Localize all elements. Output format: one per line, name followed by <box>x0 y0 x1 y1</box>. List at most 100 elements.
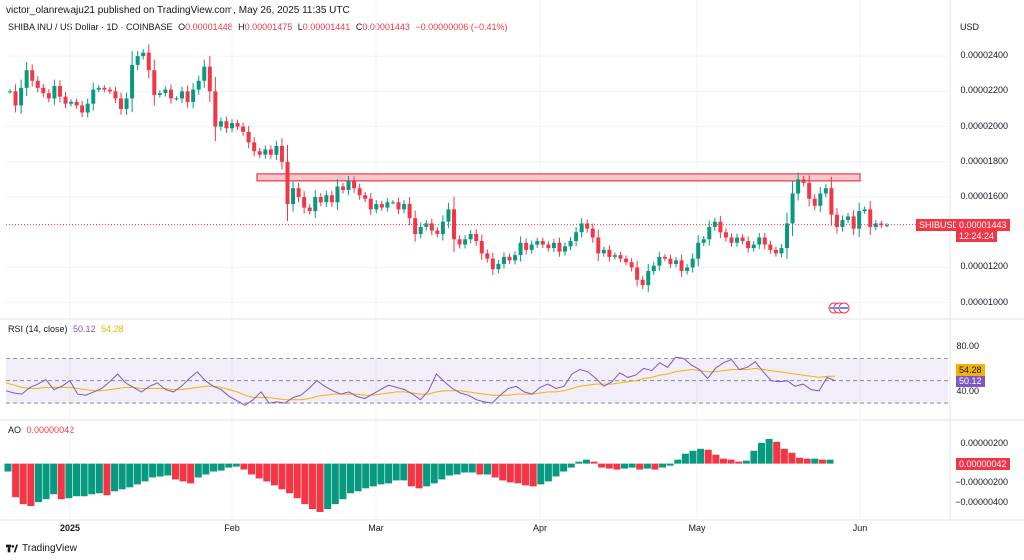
ao-bar <box>270 463 278 486</box>
ao-bar <box>697 448 705 464</box>
ao-bar <box>88 463 96 495</box>
candle-body <box>279 145 284 162</box>
candle-body <box>96 87 101 90</box>
ao-bar <box>339 463 347 500</box>
ao-bar <box>461 463 469 473</box>
ao-bar <box>582 459 590 464</box>
ao-bar <box>111 463 119 492</box>
candle-body <box>41 87 46 94</box>
candle-body <box>601 249 606 254</box>
ao-bar <box>430 463 438 484</box>
candle-body <box>746 241 751 249</box>
candle-body <box>52 86 57 99</box>
ao-bar <box>50 463 58 495</box>
ao-bar <box>210 463 217 472</box>
ao-bar <box>567 463 575 468</box>
tradingview-logo[interactable]: TradingView <box>6 543 77 554</box>
price-tick-label: 0.00002400 <box>960 50 1008 61</box>
ao-legend: AO 0.00000042 <box>8 425 77 435</box>
ao-bar <box>164 463 172 476</box>
candle-body <box>80 105 85 113</box>
ao-bar <box>126 463 134 488</box>
ao-bar <box>347 463 354 494</box>
ao-tick-label: −0.00000400 <box>955 497 1008 508</box>
ao-bar <box>293 463 301 499</box>
price-tick-label: 0.00001200 <box>960 261 1008 272</box>
brand-name: TradingView <box>22 543 78 554</box>
ao-bar <box>57 463 65 500</box>
candle-body <box>152 70 157 95</box>
currency-label: USD <box>959 22 979 32</box>
price-tick-label: 0.00002200 <box>960 85 1008 96</box>
candle-body <box>540 241 545 245</box>
candle-body <box>174 98 179 100</box>
candle-body <box>501 256 506 264</box>
resistance-rect <box>256 173 861 182</box>
candle-body <box>180 91 185 99</box>
ohlc-low-value: 0.00001441 <box>302 22 351 32</box>
ao-bar <box>171 463 179 480</box>
candle-body <box>463 239 468 245</box>
ao-bar <box>613 463 621 470</box>
candle-body <box>868 209 873 227</box>
candle-body <box>696 242 701 259</box>
candle-body <box>24 70 29 88</box>
candle-body <box>46 93 51 99</box>
candle-body <box>546 244 551 249</box>
ao-bar <box>666 463 674 466</box>
ohlc-open-label: O <box>178 22 186 32</box>
candle-body <box>657 256 662 266</box>
candle-body <box>690 258 695 268</box>
ao-bar <box>758 442 765 464</box>
candle-body <box>352 181 357 189</box>
ao-bar <box>423 463 431 487</box>
candlestick-series <box>8 44 889 293</box>
ao-bar <box>34 463 42 503</box>
ao-bar <box>324 463 332 510</box>
candle-body <box>662 256 667 259</box>
ao-bar <box>149 463 157 478</box>
candle-body <box>829 188 834 215</box>
ao-bar <box>316 463 324 513</box>
candle-body <box>329 195 334 203</box>
ao-bar <box>255 463 263 479</box>
ao-bar <box>354 463 362 492</box>
candle-body <box>185 91 190 102</box>
ao-bar <box>73 463 80 497</box>
candle-body <box>618 255 623 259</box>
rsi-value-tag: 50.12 <box>956 374 985 387</box>
ao-bar <box>796 457 804 464</box>
ao-bar <box>621 463 628 469</box>
ohlc-close-label: C <box>355 22 363 32</box>
candle-body <box>834 214 839 227</box>
price-legend: SHIBA INU / US Dollar · 1D · COINBASE O0… <box>8 22 510 32</box>
candle-body <box>435 230 440 234</box>
ao-bar <box>552 463 560 477</box>
ao-bar <box>704 449 712 464</box>
ao-bar <box>514 463 522 484</box>
candle-body <box>235 123 240 127</box>
candle-body <box>801 179 806 183</box>
candle-body <box>74 101 79 106</box>
candle-body <box>257 151 262 155</box>
rsi-band <box>6 357 948 404</box>
price-tick-label: 0.00001000 <box>960 296 1008 307</box>
ao-bar <box>362 463 370 489</box>
ao-bar <box>735 461 743 464</box>
candle-body <box>102 87 107 90</box>
ao-bar <box>636 463 644 470</box>
candle-body <box>57 86 62 97</box>
ao-bar <box>750 450 758 464</box>
candle-body <box>574 232 579 242</box>
ao-bar <box>605 463 613 469</box>
candle-body <box>218 121 223 127</box>
ao-bar <box>80 463 88 497</box>
ao-bar <box>484 463 491 475</box>
candle-body <box>324 195 329 203</box>
candle-body <box>274 145 279 155</box>
candle-body <box>485 253 490 259</box>
ao-bar <box>141 463 149 482</box>
ao-bar <box>225 463 233 468</box>
time-tick-label: May <box>688 523 706 533</box>
